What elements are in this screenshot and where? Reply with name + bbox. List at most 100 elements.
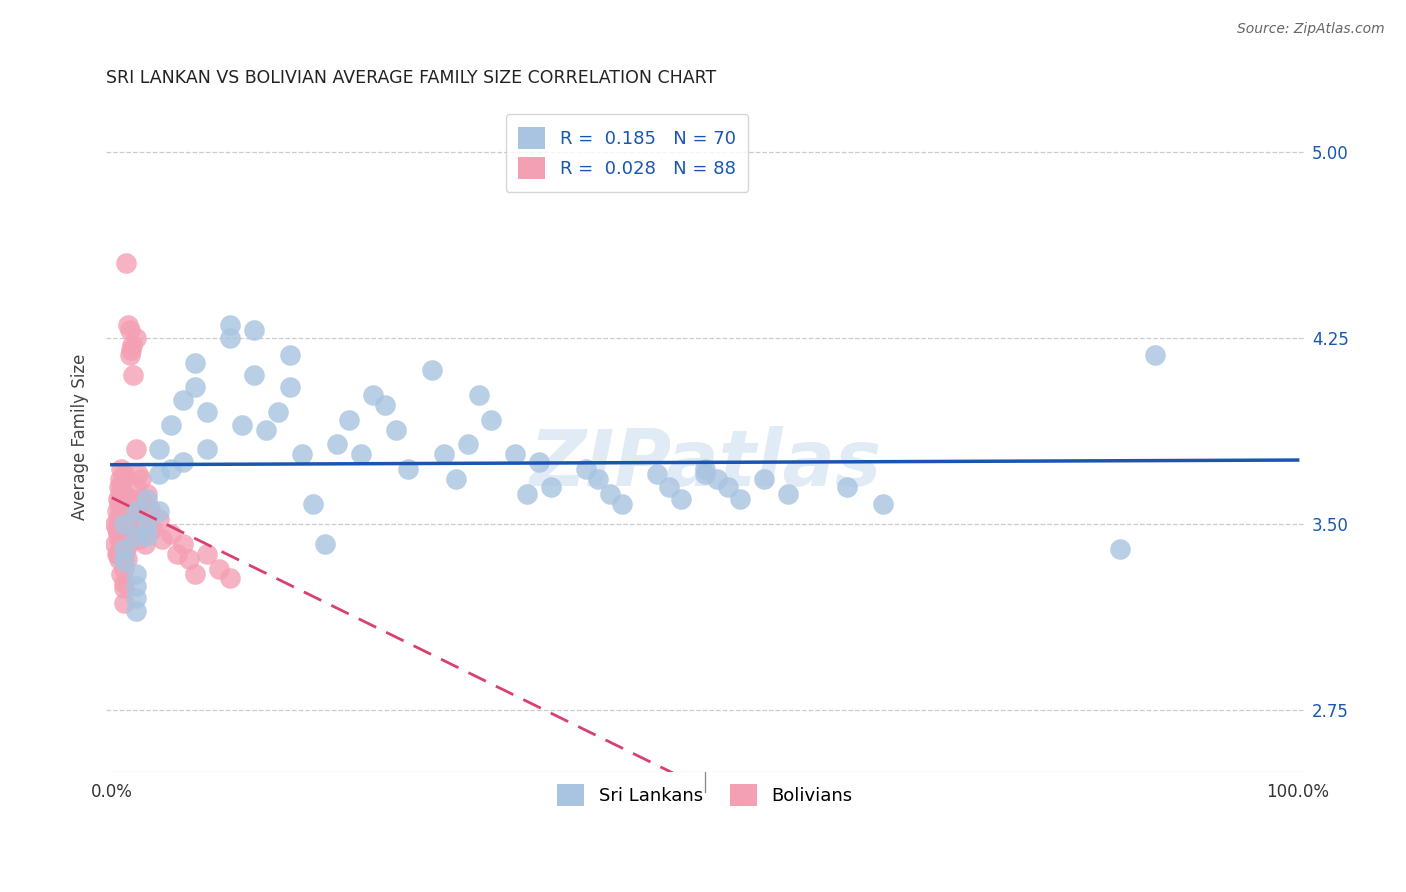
Point: [219, 318, 242, 333]
Point: [586, 472, 609, 486]
Point: [124, 504, 146, 518]
Point: [503, 447, 526, 461]
Point: [121, 338, 143, 352]
Point: [127, 516, 149, 531]
Point: [111, 532, 134, 546]
Point: [136, 529, 159, 543]
Point: [540, 480, 562, 494]
Point: [148, 512, 170, 526]
Point: [835, 480, 858, 494]
Point: [669, 491, 692, 506]
Point: [184, 566, 207, 581]
Point: [706, 472, 728, 486]
Point: [112, 582, 135, 596]
Point: [479, 412, 502, 426]
Point: [122, 491, 145, 506]
Point: [121, 504, 143, 518]
Point: [468, 388, 491, 402]
Point: [107, 547, 129, 561]
Point: [117, 537, 139, 551]
Point: [314, 537, 336, 551]
Point: [361, 388, 384, 402]
Point: [108, 497, 131, 511]
Point: [658, 480, 681, 494]
Point: [172, 537, 194, 551]
Point: [172, 392, 194, 407]
Point: [516, 487, 538, 501]
Point: [267, 405, 290, 419]
Point: [124, 579, 146, 593]
Point: [104, 537, 127, 551]
Point: [136, 487, 159, 501]
Point: [172, 455, 194, 469]
Point: [243, 323, 266, 337]
Point: [120, 532, 142, 546]
Point: [114, 497, 136, 511]
Point: [122, 512, 145, 526]
Point: [717, 480, 740, 494]
Point: [127, 467, 149, 482]
Point: [122, 368, 145, 382]
Point: [112, 467, 135, 482]
Text: ZIPatlas: ZIPatlas: [529, 425, 882, 502]
Point: [131, 491, 153, 506]
Point: [141, 522, 163, 536]
Point: [139, 502, 162, 516]
Point: [110, 480, 132, 494]
Point: [107, 512, 129, 526]
Point: [148, 504, 170, 518]
Point: [254, 423, 277, 437]
Point: [108, 551, 131, 566]
Point: [610, 497, 633, 511]
Point: [444, 472, 467, 486]
Point: [136, 516, 159, 531]
Y-axis label: Average Family Size: Average Family Size: [72, 354, 89, 520]
Point: [117, 512, 139, 526]
Point: [134, 537, 156, 551]
Point: [1144, 348, 1167, 362]
Point: [118, 348, 141, 362]
Point: [148, 442, 170, 457]
Point: [111, 512, 134, 526]
Point: [872, 497, 894, 511]
Point: [115, 541, 138, 556]
Point: [124, 529, 146, 543]
Point: [132, 516, 155, 531]
Point: [124, 604, 146, 618]
Point: [160, 526, 183, 541]
Point: [136, 491, 159, 506]
Point: [148, 467, 170, 482]
Point: [112, 502, 135, 516]
Point: [117, 551, 139, 566]
Point: [124, 331, 146, 345]
Point: [278, 348, 301, 362]
Point: [647, 467, 669, 482]
Point: [111, 472, 134, 486]
Point: [118, 323, 141, 337]
Point: [107, 491, 129, 506]
Text: Source: ZipAtlas.com: Source: ZipAtlas.com: [1237, 22, 1385, 37]
Point: [107, 547, 129, 561]
Point: [110, 497, 132, 511]
Point: [693, 467, 716, 482]
Point: [350, 447, 373, 461]
Point: [243, 368, 266, 382]
Point: [730, 491, 752, 506]
Point: [385, 423, 408, 437]
Point: [195, 547, 218, 561]
Point: [278, 380, 301, 394]
Point: [776, 487, 799, 501]
Point: [105, 547, 128, 561]
Point: [108, 480, 131, 494]
Point: [110, 537, 132, 551]
Point: [108, 507, 131, 521]
Point: [112, 516, 135, 531]
Point: [131, 497, 153, 511]
Point: [125, 497, 148, 511]
Point: [302, 497, 325, 511]
Point: [752, 472, 775, 486]
Point: [575, 462, 598, 476]
Point: [150, 532, 173, 546]
Point: [195, 405, 218, 419]
Point: [396, 462, 419, 476]
